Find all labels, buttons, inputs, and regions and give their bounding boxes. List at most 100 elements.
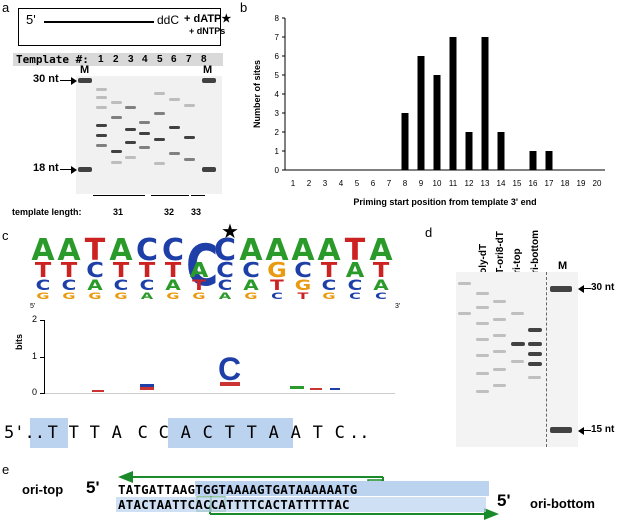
bits-tick-mark-0 bbox=[40, 393, 44, 394]
template-length-line-31 bbox=[93, 195, 145, 196]
consensus-base: T bbox=[224, 423, 235, 443]
logo-letter: C bbox=[86, 258, 104, 283]
panel-label-b: b bbox=[240, 0, 248, 15]
panel-label-e: e bbox=[2, 462, 10, 477]
logo-letter: A bbox=[189, 258, 209, 283]
gel-a-30nt-arrow bbox=[60, 80, 74, 81]
logo-letter: A bbox=[265, 233, 289, 268]
logo-letter: T bbox=[344, 233, 366, 268]
logo-letter: A bbox=[243, 276, 259, 294]
chart-xtick-label: 11 bbox=[449, 179, 458, 188]
template-schematic-box bbox=[18, 8, 221, 46]
logo-letter: C bbox=[347, 276, 363, 294]
logo-letter: A bbox=[369, 233, 393, 268]
template-length-31: 31 bbox=[113, 207, 124, 217]
gel-d-30nt-arrowhead bbox=[578, 285, 584, 293]
panel-label-d: d bbox=[425, 225, 433, 240]
logo-letter: C bbox=[321, 276, 337, 294]
chart-bar bbox=[529, 151, 537, 170]
consensus-base: T bbox=[312, 423, 323, 443]
chart-xtick-label: 2 bbox=[307, 179, 312, 188]
template-number-row: Template #: bbox=[13, 53, 223, 66]
consensus-base: T bbox=[89, 423, 100, 443]
logo-letter: A bbox=[239, 233, 263, 268]
gel-a-lane-2: 2 bbox=[113, 54, 119, 65]
gel-a-lane-1: 1 bbox=[98, 54, 104, 65]
consensus-base: A bbox=[180, 423, 191, 443]
logo-letter: G bbox=[294, 276, 312, 294]
gel-a-image bbox=[76, 76, 222, 194]
gel-a-18nt-label: 18 nt bbox=[33, 162, 59, 174]
chart-xtick-label: 12 bbox=[465, 179, 474, 188]
ori-bottom-label: ori-bottom bbox=[530, 496, 595, 511]
chart-xtick-label: 4 bbox=[339, 179, 344, 188]
logo-letter: G bbox=[166, 290, 180, 302]
chart-bar bbox=[465, 132, 473, 170]
gel-a-marker-left-label: M bbox=[80, 64, 90, 76]
gel-d-15nt-label: 15 nt bbox=[591, 424, 615, 435]
gel-d-marker-label: M bbox=[558, 260, 568, 272]
logo-letter: C bbox=[271, 290, 283, 302]
panel-label-c: c bbox=[2, 228, 9, 243]
logo-letter: A bbox=[291, 233, 315, 268]
ori-bottom-highlight bbox=[116, 497, 486, 512]
logo-letter: T bbox=[112, 258, 130, 283]
gel-a-lane-5: 5 bbox=[157, 54, 163, 65]
bits-minor-letters-1 bbox=[92, 390, 104, 392]
seq-highlight-1 bbox=[30, 418, 68, 448]
logo-letter: C bbox=[61, 276, 77, 294]
gel-d-30nt-label: 30 nt bbox=[591, 282, 615, 293]
logo-letter: C bbox=[375, 290, 387, 302]
logo-letter: C bbox=[294, 258, 312, 283]
logo-letter: C bbox=[161, 233, 185, 268]
logo-letter: C bbox=[213, 233, 237, 268]
logo-letter: A bbox=[345, 258, 365, 283]
gel-d-image bbox=[456, 272, 578, 447]
logo-letter: A bbox=[87, 276, 103, 294]
logo-letter: C bbox=[349, 290, 361, 302]
consensus-base: C bbox=[158, 423, 169, 443]
gel-a-lane-4: 4 bbox=[142, 54, 148, 65]
chart-bar bbox=[401, 113, 409, 170]
chart-xtick-label: 9 bbox=[419, 179, 424, 188]
template-5prime-label: 5' bbox=[26, 12, 36, 27]
bits-baseline bbox=[45, 393, 395, 394]
ori-top-5prime: 5' bbox=[86, 478, 100, 497]
logo-letter: G bbox=[244, 290, 258, 302]
datp-label: + dATP★ bbox=[184, 13, 232, 25]
consensus-base: T bbox=[47, 423, 58, 443]
logo-letter: G bbox=[267, 258, 287, 283]
gel-a-lane-3: 3 bbox=[128, 54, 134, 65]
logo-letter: G bbox=[62, 290, 76, 302]
logo-letter: C bbox=[35, 276, 51, 294]
logo-letter: T bbox=[164, 258, 182, 283]
logo-letter: C bbox=[242, 258, 260, 283]
logo-letter: C bbox=[139, 276, 155, 294]
bits-minor-letters-5 bbox=[290, 386, 304, 389]
chart-xtick-label: 6 bbox=[371, 179, 376, 188]
logo-letter: A bbox=[373, 276, 389, 294]
chart-ytick-label: 8 bbox=[275, 14, 280, 23]
consensus-base: C bbox=[334, 423, 345, 443]
chart-bar bbox=[449, 37, 457, 170]
chart-xtick-label: 1 bbox=[291, 179, 296, 188]
logo-5prime-end: 5' bbox=[30, 303, 36, 310]
bits-y-axis bbox=[44, 320, 45, 394]
logo-letter: A bbox=[140, 290, 154, 302]
seq-highlight-2 bbox=[168, 418, 293, 448]
template-length-line-33 bbox=[191, 195, 205, 196]
consensus-base: A bbox=[268, 423, 279, 443]
logo-letter: A bbox=[165, 276, 181, 294]
consensus-base: A bbox=[290, 423, 301, 443]
logo-letter: T bbox=[270, 276, 284, 294]
gel-a-lane-8: 8 bbox=[201, 54, 207, 65]
seq-suffix: .. bbox=[349, 423, 370, 443]
bits-tick-2: 2 bbox=[32, 314, 38, 324]
chart-y-axis-label: Number of sites bbox=[252, 60, 262, 128]
logo-letter: G bbox=[36, 290, 50, 302]
logo-letter: C bbox=[216, 258, 234, 283]
chart-ytick-label: 7 bbox=[275, 33, 280, 42]
consensus-base: T bbox=[68, 423, 79, 443]
